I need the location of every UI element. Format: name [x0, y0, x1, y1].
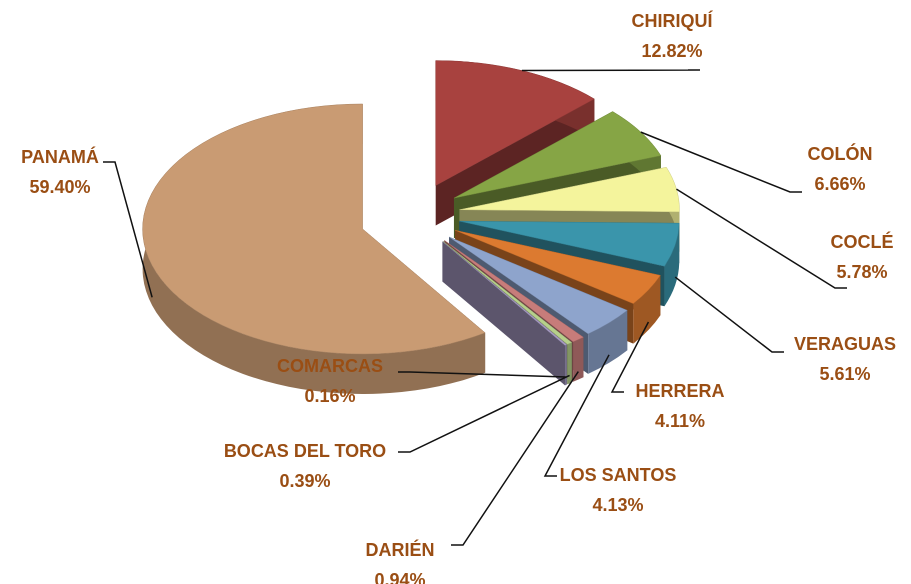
- slice-side: [573, 337, 584, 382]
- slice: [442, 240, 573, 345]
- category-label: BOCAS DEL TORO: [224, 441, 386, 461]
- slice-wall: [442, 241, 565, 386]
- slice: [142, 103, 486, 355]
- category-label: COLÓN: [808, 143, 873, 164]
- leader-line: [543, 354, 610, 477]
- slice: [448, 236, 628, 335]
- slice-side: [633, 275, 661, 344]
- leader-line: [398, 374, 570, 453]
- category-label: LOS SANTOS: [560, 465, 677, 485]
- slice: [455, 230, 661, 304]
- category-label: COMARCAS: [277, 356, 383, 376]
- value-label: 6.66%: [814, 174, 865, 194]
- slice-side: [588, 310, 628, 374]
- value-label: 5.61%: [819, 364, 870, 384]
- slice: [444, 240, 584, 343]
- leader-line: [640, 131, 802, 193]
- category-label: VERAGUAS: [794, 334, 896, 354]
- value-label: 59.40%: [29, 177, 90, 197]
- category-label: CHIRIQUÍ: [632, 10, 714, 31]
- leader-line: [521, 69, 701, 72]
- value-label: 12.82%: [641, 41, 702, 61]
- slice-side: [567, 342, 572, 385]
- value-label: 0.16%: [304, 386, 355, 406]
- category-label: COCLÉ: [831, 231, 894, 252]
- category-label: DARIÉN: [365, 539, 434, 560]
- value-label: 0.39%: [279, 471, 330, 491]
- slice: [459, 166, 680, 213]
- slice: [442, 241, 568, 346]
- value-label: 4.11%: [655, 411, 705, 431]
- value-label: 0.94%: [374, 570, 425, 584]
- category-label: PANAMÁ: [21, 146, 99, 167]
- leader-line: [398, 371, 566, 378]
- leader-line: [676, 188, 847, 289]
- value-label: 4.13%: [592, 495, 643, 515]
- slice: [435, 60, 595, 186]
- slice-side: [564, 344, 567, 386]
- category-label: HERRERA: [635, 381, 724, 401]
- leader-line: [451, 371, 579, 546]
- leader-line: [610, 321, 650, 393]
- value-label: 5.78%: [836, 262, 887, 282]
- leader-line: [103, 161, 153, 298]
- slice-side: [664, 223, 680, 307]
- slice-side: [142, 103, 486, 394]
- leader-line: [674, 276, 784, 353]
- slice: [459, 220, 680, 267]
